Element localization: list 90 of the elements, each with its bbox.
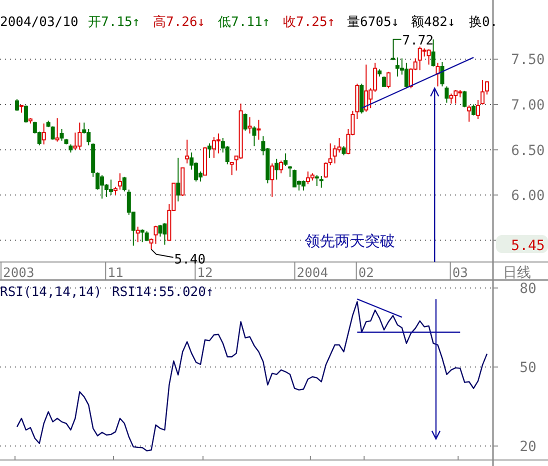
- candlestick: [476, 99, 480, 120]
- text: 日线: [503, 265, 531, 281]
- text: RSI(14,14,14): [0, 285, 102, 300]
- y-tick-label: 7.50: [511, 52, 545, 68]
- candlestick: [55, 118, 60, 142]
- text: 收7.25↑: [283, 15, 336, 30]
- candlestick: [203, 146, 207, 176]
- candlestick: [382, 76, 386, 87]
- candlestick: [256, 119, 261, 140]
- candlestick: [378, 68, 382, 77]
- y-tick-label: 80: [520, 281, 536, 298]
- x-tick-label: 03: [452, 266, 468, 281]
- candlestick: [467, 104, 472, 122]
- candlestick: [243, 113, 248, 132]
- candlestick: [50, 126, 55, 140]
- candlestick: [485, 80, 489, 96]
- candlestick: [60, 128, 64, 142]
- x-tick-label: 12: [197, 266, 213, 281]
- candlestick: [91, 142, 96, 178]
- candlestick: [42, 123, 46, 145]
- candlestick: [284, 152, 288, 167]
- candlestick: [149, 238, 154, 250]
- y-tick-label: 6.00: [511, 188, 545, 204]
- text: 2004/03/10: [0, 15, 78, 30]
- candlestick: [158, 224, 162, 238]
- x-tick-label: 11: [108, 266, 124, 281]
- candlestick: [24, 104, 28, 124]
- candlestick: [252, 126, 256, 147]
- candlestick: [15, 98, 19, 112]
- text: 高7.26↓: [153, 14, 206, 30]
- candlestick: [292, 169, 297, 188]
- candlestick: [426, 48, 431, 66]
- candlestick: [472, 104, 476, 116]
- candlestick: [288, 166, 292, 178]
- text: 换0.: [469, 15, 498, 30]
- y-tick-label: 50: [520, 360, 536, 376]
- candlestick: [230, 162, 234, 176]
- candlestick: [480, 80, 485, 106]
- candlestick: [28, 118, 32, 124]
- candlestick: [324, 162, 328, 178]
- candlestick: [279, 160, 284, 174]
- candlestick: [314, 174, 319, 186]
- candlestick: [46, 120, 50, 128]
- candlestick: [180, 167, 185, 196]
- text: 低7.11↑: [218, 15, 270, 30]
- candlestick: [73, 132, 78, 150]
- x-tick-label: 02: [358, 266, 374, 281]
- candlestick: [270, 162, 274, 198]
- candlestick: [248, 116, 252, 134]
- x-tick-label: 2004: [296, 266, 328, 281]
- candlestick: [360, 83, 364, 114]
- candlestick: [342, 146, 346, 156]
- candlestick: [238, 103, 243, 160]
- candlestick: [301, 180, 306, 191]
- candlestick: [19, 104, 24, 114]
- candlestick: [113, 186, 118, 196]
- candlestick: [364, 64, 368, 112]
- annotation: RSI14:55.020↑: [112, 285, 214, 300]
- candlestick: [216, 132, 220, 154]
- annotation: 领先两天突破: [305, 232, 395, 250]
- y-tick-label: 7.00: [511, 98, 545, 114]
- y-tick-label: 20: [520, 439, 536, 456]
- annotation: 7.72: [402, 33, 434, 48]
- candlestick: [328, 142, 332, 166]
- candlestick: [355, 83, 360, 120]
- text: 量6705↓: [347, 15, 400, 30]
- candlestick: [440, 61, 444, 87]
- candlestick: [337, 137, 342, 153]
- candlestick: [274, 158, 279, 180]
- candlestick: [449, 93, 454, 104]
- candlestick: [144, 230, 149, 242]
- x-tick-label: 2003: [3, 266, 34, 281]
- y-tick-label: 6.50: [511, 142, 545, 159]
- text: 额482↓: [411, 15, 456, 30]
- text: 5.45: [511, 238, 545, 254]
- candlestick: [96, 172, 100, 190]
- candlestick: [118, 172, 122, 190]
- candlestick: [185, 139, 190, 164]
- candlestick: [444, 86, 449, 104]
- candlestick: [154, 225, 158, 244]
- candlestick: [207, 142, 212, 158]
- candlestick: [386, 71, 391, 89]
- candlestick: [319, 176, 324, 188]
- annotation: 5.40: [174, 252, 206, 268]
- candlestick: [122, 176, 126, 192]
- candlestick: [136, 226, 140, 243]
- text: 开7.15↑: [88, 15, 140, 30]
- candlestick: [176, 157, 180, 202]
- line-series: [16, 301, 488, 452]
- candlestick: [431, 38, 436, 67]
